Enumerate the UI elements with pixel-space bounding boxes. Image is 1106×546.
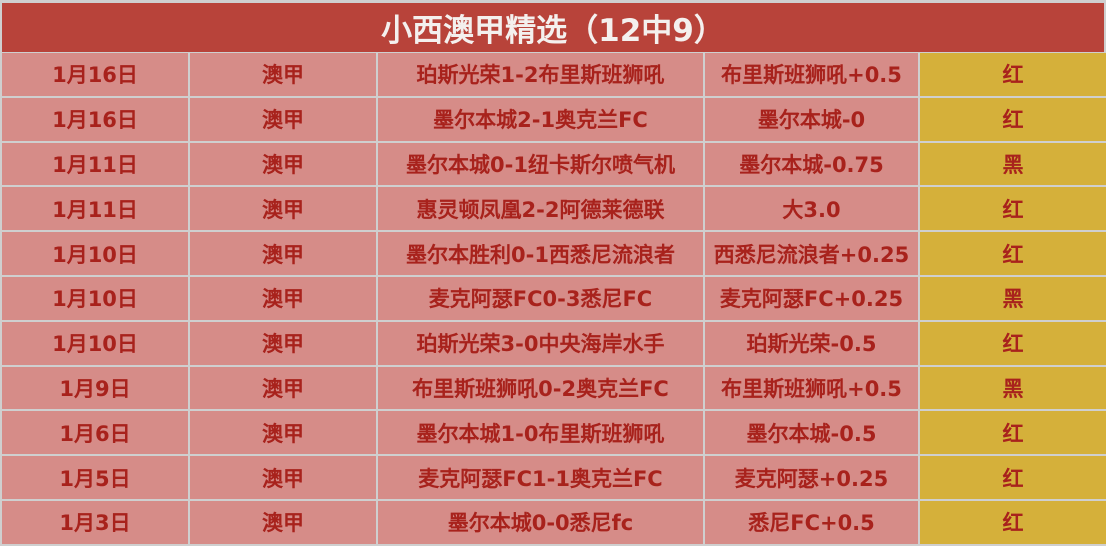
cell-pick: 墨尔本城-0 [705, 97, 918, 141]
cell-result: 红 [920, 232, 1106, 275]
cell-league: 澳甲 [190, 411, 376, 455]
cell-match: 珀斯光荣3-0中央海岸水手 [378, 321, 703, 365]
cell-result: 红 [920, 53, 1106, 96]
table-row: 1月5日 澳甲 麦克阿瑟FC1-1奥克兰FC 麦克阿瑟+0.25 红 [0, 456, 1106, 499]
table-row: 1月11日 澳甲 墨尔本城0-1纽卡斯尔喷气机 墨尔本城-0.75 黑 [0, 142, 1106, 186]
table-row: 1月10日 澳甲 麦克阿瑟FC0-3悉尼FC 麦克阿瑟FC+0.25 黑 [0, 276, 1106, 320]
cell-league: 澳甲 [190, 53, 376, 96]
cell-pick: 布里斯班狮吼+0.5 [705, 53, 918, 96]
cell-match: 墨尔本城1-0布里斯班狮吼 [378, 411, 703, 455]
cell-pick: 大3.0 [705, 187, 918, 231]
cell-result: 红 [920, 97, 1106, 141]
cell-result: 红 [920, 411, 1106, 455]
cell-league: 澳甲 [190, 366, 376, 410]
cell-match: 麦克阿瑟FC1-1奥克兰FC [378, 456, 703, 499]
cell-match: 布里斯班狮吼0-2奥克兰FC [378, 366, 703, 410]
table-row: 1月6日 澳甲 墨尔本城1-0布里斯班狮吼 墨尔本城-0.5 红 [0, 411, 1106, 455]
table-row: 1月11日 澳甲 惠灵顿凤凰2-2阿德莱德联 大3.0 红 [0, 187, 1106, 231]
cell-match: 惠灵顿凤凰2-2阿德莱德联 [378, 187, 703, 231]
cell-date: 1月6日 [2, 411, 188, 455]
table-title: 小西澳甲精选（12中9） [2, 3, 1104, 52]
picks-table: 1月16日 澳甲 珀斯光荣1-2布里斯班狮吼 布里斯班狮吼+0.5 红 1月16日 澳甲 墨尔… [0, 53, 1106, 546]
cell-date: 1月11日 [2, 187, 188, 231]
cell-result: 红 [920, 321, 1106, 365]
cell-date: 1月3日 [2, 500, 188, 544]
cell-result: 红 [920, 500, 1106, 544]
cell-league: 澳甲 [190, 97, 376, 141]
cell-date: 1月5日 [2, 456, 188, 499]
cell-match: 墨尔本城2-1奥克兰FC [378, 97, 703, 141]
cell-result: 红 [920, 187, 1106, 231]
cell-league: 澳甲 [190, 187, 376, 231]
cell-pick: 布里斯班狮吼+0.5 [705, 366, 918, 410]
cell-pick: 麦克阿瑟FC+0.25 [705, 276, 918, 320]
table-row: 1月9日 澳甲 布里斯班狮吼0-2奥克兰FC 布里斯班狮吼+0.5 黑 [0, 366, 1106, 410]
cell-date: 1月10日 [2, 321, 188, 365]
cell-league: 澳甲 [190, 321, 376, 365]
cell-pick: 西悉尼流浪者+0.25 [705, 232, 918, 275]
cell-match: 墨尔本城0-0悉尼fc [378, 500, 703, 544]
cell-league: 澳甲 [190, 232, 376, 275]
cell-league: 澳甲 [190, 456, 376, 499]
cell-date: 1月16日 [2, 53, 188, 96]
table-row: 1月16日 澳甲 墨尔本城2-1奥克兰FC 墨尔本城-0 红 [0, 97, 1106, 141]
cell-result: 黑 [920, 276, 1106, 320]
table-row: 1月10日 澳甲 珀斯光荣3-0中央海岸水手 珀斯光荣-0.5 红 [0, 321, 1106, 365]
cell-league: 澳甲 [190, 500, 376, 544]
cell-league: 澳甲 [190, 142, 376, 186]
cell-date: 1月11日 [2, 142, 188, 186]
cell-result: 红 [920, 456, 1106, 499]
table-row: 1月16日 澳甲 珀斯光荣1-2布里斯班狮吼 布里斯班狮吼+0.5 红 [0, 53, 1106, 96]
cell-date: 1月9日 [2, 366, 188, 410]
table-row: 1月3日 澳甲 墨尔本城0-0悉尼fc 悉尼FC+0.5 红 [0, 500, 1106, 544]
cell-pick: 墨尔本城-0.75 [705, 142, 918, 186]
cell-result: 黑 [920, 366, 1106, 410]
cell-match: 珀斯光荣1-2布里斯班狮吼 [378, 53, 703, 96]
cell-pick: 麦克阿瑟+0.25 [705, 456, 918, 499]
cell-match: 墨尔本城0-1纽卡斯尔喷气机 [378, 142, 703, 186]
table-row: 1月10日 澳甲 墨尔本胜利0-1西悉尼流浪者 西悉尼流浪者+0.25 红 [0, 232, 1106, 275]
cell-date: 1月16日 [2, 97, 188, 141]
cell-pick: 珀斯光荣-0.5 [705, 321, 918, 365]
cell-pick: 墨尔本城-0.5 [705, 411, 918, 455]
cell-league: 澳甲 [190, 276, 376, 320]
cell-pick: 悉尼FC+0.5 [705, 500, 918, 544]
cell-date: 1月10日 [2, 276, 188, 320]
cell-date: 1月10日 [2, 232, 188, 275]
cell-match: 墨尔本胜利0-1西悉尼流浪者 [378, 232, 703, 275]
cell-match: 麦克阿瑟FC0-3悉尼FC [378, 276, 703, 320]
cell-result: 黑 [920, 142, 1106, 186]
